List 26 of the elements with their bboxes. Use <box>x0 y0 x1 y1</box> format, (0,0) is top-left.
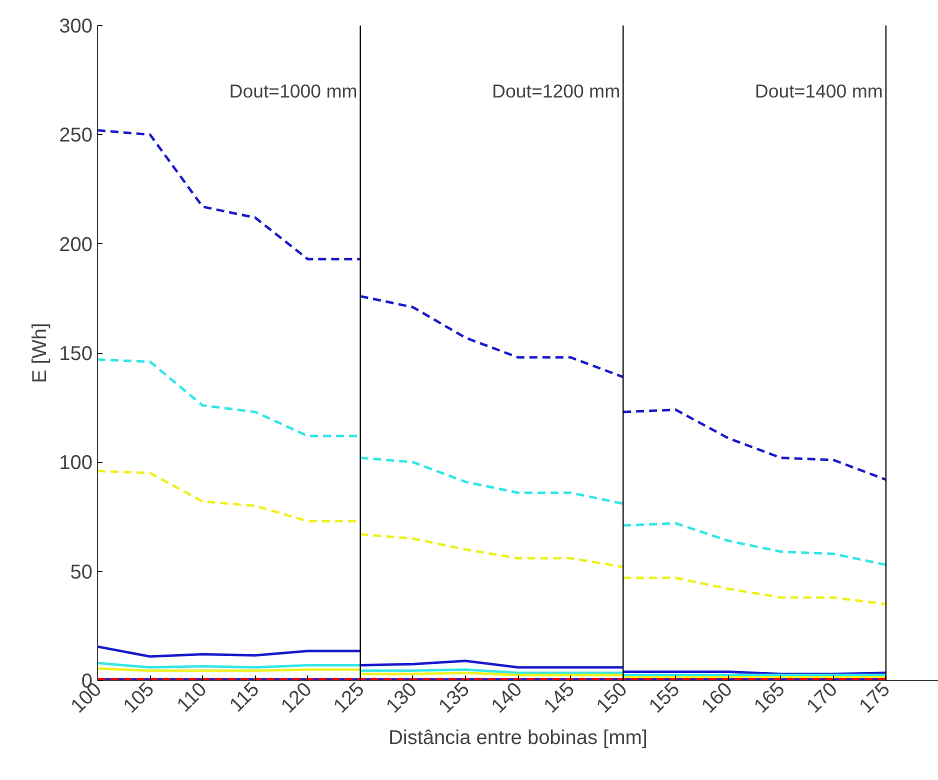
y-axis-title: E [Wh] <box>29 322 52 384</box>
y-tick-label: 200 <box>59 234 93 256</box>
x-tick-label: 165 <box>750 678 790 718</box>
y-tick-label: 100 <box>59 452 93 474</box>
x-tick-label: 170 <box>802 678 842 718</box>
x-tick-label: 155 <box>645 678 684 718</box>
x-tick-label: 125 <box>330 678 369 718</box>
x-tick-label: 135 <box>434 678 474 718</box>
x-tick-label: 130 <box>382 678 422 718</box>
x-tick-label: 145 <box>540 678 580 718</box>
x-tick-label: 140 <box>487 678 526 718</box>
x-tick-label: 175 <box>855 678 894 718</box>
x-tick-label: 120 <box>277 678 316 718</box>
y-tick-label: 250 <box>59 124 93 147</box>
annotation: Dout=1200 mm <box>492 80 620 102</box>
x-axis-title: Distância entre bobinas [mm] <box>388 726 648 749</box>
x-tick-label: 160 <box>698 678 737 718</box>
x-tick-label: 110 <box>173 678 212 717</box>
annotation: Dout=1400 mm <box>754 80 883 102</box>
x-tick-label: 150 <box>592 678 632 718</box>
y-tick-label: 50 <box>70 561 93 584</box>
y-tick-label: 300 <box>59 16 93 38</box>
x-tick-label: 115 <box>226 678 264 717</box>
annotation: Dout=1000 mm <box>229 80 358 102</box>
y-tick-label: 150 <box>59 343 93 365</box>
x-tick-label: 105 <box>119 678 159 718</box>
